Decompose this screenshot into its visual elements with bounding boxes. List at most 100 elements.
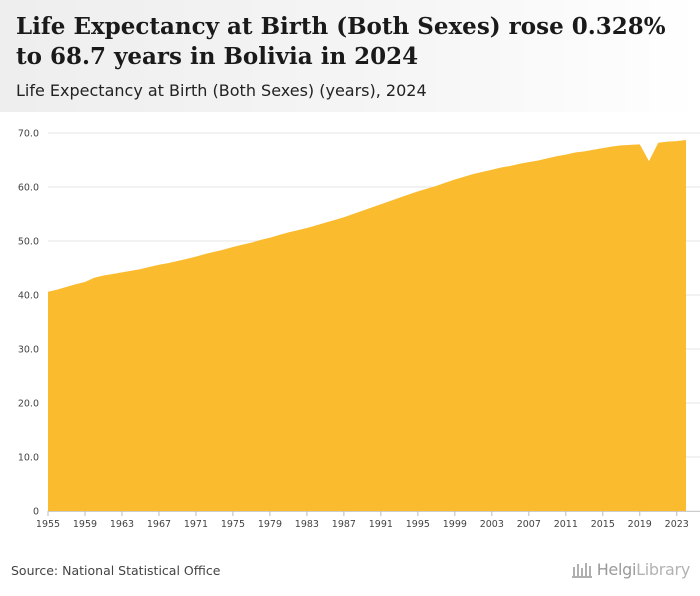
helgi-library-logo[interactable]: HelgiLibrary <box>571 560 690 579</box>
data-point <box>212 250 216 254</box>
source-note: Source: National Statistical Office <box>11 563 221 578</box>
data-point <box>286 230 290 234</box>
data-point <box>175 259 179 263</box>
data-point <box>101 274 105 278</box>
x-tick-label: 1987 <box>332 519 356 530</box>
x-tick-label: 1991 <box>369 519 393 530</box>
data-point <box>351 212 355 216</box>
x-tick-label: 1975 <box>221 519 245 530</box>
data-point <box>148 265 152 269</box>
data-point <box>638 142 642 146</box>
data-point <box>666 140 670 144</box>
data-point <box>647 159 651 163</box>
data-point <box>222 248 226 252</box>
data-point <box>536 159 540 163</box>
data-point <box>434 184 438 188</box>
data-point <box>592 148 596 152</box>
data-point <box>370 206 374 210</box>
y-tick-label: 50.0 <box>18 237 39 248</box>
plot-area <box>46 138 688 511</box>
data-point <box>194 255 198 259</box>
x-tick-label: 2015 <box>591 519 615 530</box>
data-point <box>407 193 411 197</box>
chart-title: Life Expectancy at Birth (Both Sexes) ro… <box>16 13 666 70</box>
brand-name-light: Library <box>636 560 690 579</box>
data-point <box>499 166 503 170</box>
data-point <box>305 226 309 230</box>
data-point <box>55 288 59 292</box>
data-point <box>240 243 244 247</box>
y-tick-label: 40.0 <box>18 291 39 302</box>
data-point <box>111 272 115 276</box>
data-point <box>323 221 327 225</box>
brand-name-bold: Helgi <box>596 560 637 579</box>
data-point <box>129 269 133 273</box>
x-tick-label: 1983 <box>295 519 319 530</box>
x-axis: 1955 1959 1963 1967 1971 1975 1979 1983 1987 1991… <box>36 511 700 530</box>
data-point <box>582 149 586 153</box>
data-point <box>684 138 688 142</box>
x-tick-label: 2023 <box>665 519 689 530</box>
y-axis: 0 10.0 20.0 30.0 40.0 50.0 60.0 70.0 <box>18 129 39 518</box>
data-point <box>360 209 364 213</box>
data-point <box>277 233 281 237</box>
data-point <box>120 270 124 274</box>
data-point <box>601 146 605 150</box>
data-point <box>203 252 207 256</box>
x-tick-label: 2003 <box>480 519 504 530</box>
data-point <box>425 187 429 191</box>
data-point <box>268 236 272 240</box>
data-point <box>83 280 87 284</box>
data-point <box>74 282 78 286</box>
data-point <box>342 215 346 219</box>
data-point <box>610 145 614 149</box>
data-point <box>314 223 318 227</box>
data-point <box>185 257 189 261</box>
y-tick-label: 0 <box>33 507 39 518</box>
data-point <box>138 267 142 271</box>
library-icon <box>571 562 592 578</box>
data-point <box>481 170 485 174</box>
data-point <box>462 175 466 179</box>
x-tick-label: 2011 <box>554 519 578 530</box>
y-tick-label: 70.0 <box>18 129 39 140</box>
data-point <box>471 172 475 176</box>
data-point <box>92 276 96 280</box>
chart-subtitle: Life Expectancy at Birth (Both Sexes) (y… <box>16 81 427 100</box>
life-expectancy-area <box>48 140 686 511</box>
data-point <box>508 164 512 168</box>
data-point <box>564 153 568 157</box>
y-tick-label: 20.0 <box>18 399 39 410</box>
chart-header: Life Expectancy at Birth (Both Sexes) ro… <box>0 0 700 112</box>
data-point <box>444 181 448 185</box>
data-point <box>388 199 392 203</box>
data-point <box>64 285 68 289</box>
brand-name: HelgiLibrary <box>596 560 691 579</box>
data-point <box>166 261 170 265</box>
data-point <box>656 141 660 145</box>
data-point <box>573 150 577 154</box>
x-tick-label: 1999 <box>443 519 467 530</box>
x-tick-label: 1967 <box>147 519 171 530</box>
x-tick-label: 1959 <box>73 519 97 530</box>
data-point <box>545 156 549 160</box>
y-tick-label: 30.0 <box>18 345 39 356</box>
data-point <box>518 162 522 166</box>
data-point <box>490 168 494 172</box>
data-point <box>675 139 679 143</box>
x-tick-label: 1963 <box>110 519 134 530</box>
data-point <box>555 154 559 158</box>
data-point <box>629 143 633 147</box>
life-expectancy-area-chart: 010.020.030.040.050.060.070.0 1955 1959 19… <box>18 129 700 530</box>
y-tick-label: 60.0 <box>18 183 39 194</box>
x-tick-label: 2019 <box>628 519 652 530</box>
data-point <box>231 245 235 249</box>
y-tick-label: 10.0 <box>18 453 39 464</box>
data-point <box>527 160 531 164</box>
data-point <box>259 238 263 242</box>
x-tick-label: 1971 <box>184 519 208 530</box>
x-tick-label: 1995 <box>406 519 430 530</box>
data-point <box>296 228 300 232</box>
data-point <box>46 290 50 294</box>
